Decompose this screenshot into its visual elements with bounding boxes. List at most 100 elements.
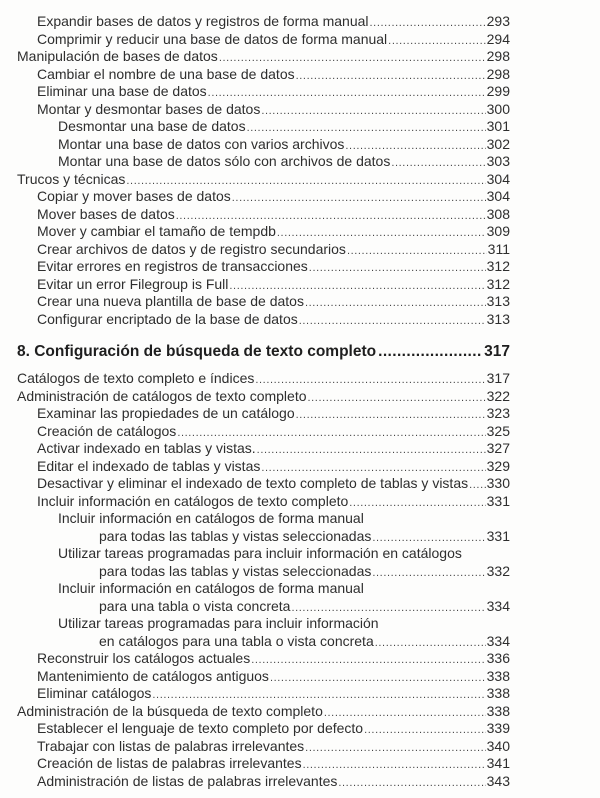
entry-page-number: 323	[486, 405, 510, 421]
chapter-heading[interactable]: 8. Configuración de búsqueda de texto co…	[0, 341, 600, 363]
entry-title: Crear archivos de datos y de registro se…	[37, 240, 346, 257]
entry-title: Manipulación de bases de datos	[17, 48, 218, 64]
toc-entry-continuation[interactable]: en catálogos para una tabla o vista conc…	[0, 633, 600, 651]
entry-page-number: 294	[486, 30, 510, 47]
toc-entry[interactable]: Desactivar y eliminar el indexado de tex…	[0, 475, 600, 493]
toc-entry[interactable]: Evitar errores en registros de transacci…	[0, 258, 600, 276]
entry-title: Cambiar el nombre de una base de datos	[37, 65, 295, 82]
toc-entry[interactable]: Utilizar tareas programadas para incluir…	[0, 615, 600, 633]
entry-page-number: 336	[486, 650, 510, 666]
entry-page-number: 312	[486, 275, 510, 292]
entry-page-number: 341	[486, 755, 510, 771]
toc-entry[interactable]: Crear una nueva plantilla de base de dat…	[0, 293, 600, 311]
entry-title: Trucos y técnicas	[17, 170, 126, 187]
entry-page-number: 338	[486, 685, 510, 701]
dot-leader	[338, 775, 485, 793]
chapter-title: 8. Configuración de búsqueda de texto co…	[17, 343, 377, 360]
entry-title: Eliminar catálogos	[37, 685, 152, 701]
entry-title-continuation: para una tabla o vista concreta	[99, 597, 291, 614]
toc-entry-continuation[interactable]: para una tabla o vista concreta 334	[0, 598, 600, 616]
toc-entry[interactable]: Creación de listas de palabras irrelevan…	[0, 755, 600, 773]
toc-entry[interactable]: Expandir bases de datos y registros de f…	[0, 13, 600, 31]
entry-title: Creación de listas de palabras irrelevan…	[37, 755, 302, 771]
entry-page-number: 332	[486, 562, 510, 579]
toc-entry[interactable]: Administración de listas de palabras irr…	[0, 773, 600, 791]
toc-entry[interactable]: Eliminar catálogos 338	[0, 685, 600, 703]
toc-entry[interactable]: Administración de la búsqueda de texto c…	[0, 703, 600, 721]
toc-entry[interactable]: Cambiar el nombre de una base de datos 29…	[0, 66, 600, 84]
entry-title: Incluir información en catálogos de text…	[37, 492, 349, 509]
toc-entry[interactable]: Mover y cambiar el tamaño de tempdb 309	[0, 223, 600, 241]
toc-entry[interactable]: Activar indexado en tablas y vistas. 327	[0, 440, 600, 458]
toc-section-previous: Expandir bases de datos y registros de f…	[0, 13, 600, 328]
toc-entry[interactable]: Mantenimiento de catálogos antiguos 338	[0, 668, 600, 686]
entry-page-number: 331	[486, 527, 510, 544]
toc-entry[interactable]: Crear archivos de datos y de registro se…	[0, 241, 600, 259]
toc-entry[interactable]: Incluir información en catálogos de form…	[0, 510, 600, 528]
toc-entry[interactable]: Incluir información en catálogos de form…	[0, 580, 600, 598]
entry-title: Evitar errores en registros de transacci…	[37, 258, 308, 274]
chapter-page-number: 317	[484, 343, 510, 360]
entry-title: Reconstruir los catálogos actuales	[37, 650, 251, 666]
entry-title: Administración de catálogos de texto com…	[17, 387, 307, 404]
entry-title: Desmontar una base de datos	[58, 118, 246, 134]
toc-entry[interactable]: Configurar encriptado de la base de dato…	[0, 311, 600, 329]
entry-page-number: 298	[486, 65, 510, 82]
dot-leader	[378, 341, 482, 363]
toc-entry[interactable]: Utilizar tareas programadas para incluir…	[0, 545, 600, 563]
entry-title: Incluir información en catálogos de form…	[58, 580, 364, 596]
entry-page-number: 299	[486, 83, 510, 99]
entry-page-number: 325	[486, 422, 510, 439]
entry-page-number: 330	[486, 475, 510, 491]
entry-title: Administración de listas de palabras irr…	[37, 772, 338, 789]
toc-entry[interactable]: Montar una base de datos sólo con archiv…	[0, 153, 600, 171]
entry-page-number: 313	[486, 310, 510, 327]
toc-entry[interactable]: Montar una base de datos con varios arch…	[0, 136, 600, 154]
entry-page-number: 311	[487, 240, 510, 257]
toc-entry[interactable]: Reconstruir los catálogos actuales 336	[0, 650, 600, 668]
toc-entry[interactable]: Comprimir y reducir una base de datos de…	[0, 31, 600, 49]
entry-title: Examinar las propiedades de un catálogo	[37, 405, 295, 421]
entry-title-continuation: para todas las tablas y vistas seleccion…	[99, 562, 372, 579]
toc-entry[interactable]: Establecer el lenguaje de texto completo…	[0, 720, 600, 738]
entry-title: Incluir información en catálogos de form…	[58, 510, 364, 526]
toc-entry[interactable]: Incluir información en catálogos de text…	[0, 493, 600, 511]
toc-chapter-entries: Catálogos de texto completo e índices 317…	[0, 370, 600, 790]
entry-page-number: 334	[486, 632, 510, 649]
entry-page-number: 329	[486, 457, 510, 474]
entry-title: Montar y desmontar bases de datos	[37, 100, 261, 117]
entry-title: Comprimir y reducir una base de datos de…	[37, 30, 388, 47]
entry-page-number: 302	[486, 135, 510, 152]
entry-title: Expandir bases de datos y registros de f…	[37, 13, 369, 29]
toc-entry[interactable]: Desmontar una base de datos 301	[0, 118, 600, 136]
toc-entry[interactable]: Creación de catálogos 325	[0, 423, 600, 441]
toc-entry-continuation[interactable]: para todas las tablas y vistas seleccion…	[0, 563, 600, 581]
toc-entry[interactable]: Montar y desmontar bases de datos 300	[0, 101, 600, 119]
entry-title: Mantenimiento de catálogos antiguos	[37, 667, 269, 684]
entry-title: Trabajar con listas de palabras irreleva…	[37, 737, 305, 754]
entry-title: Creación de catálogos	[37, 422, 177, 439]
toc-entry[interactable]: Eliminar una base de datos 299	[0, 83, 600, 101]
entry-title: Activar indexado en tablas y vistas.	[37, 440, 256, 456]
toc-entry[interactable]: Trucos y técnicas 304	[0, 171, 600, 189]
entry-page-number: 331	[486, 492, 510, 509]
toc-entry[interactable]: Evitar un error Filegroup is Full 312	[0, 276, 600, 294]
toc-entry-continuation[interactable]: para todas las tablas y vistas seleccion…	[0, 528, 600, 546]
toc-entry[interactable]: Trabajar con listas de palabras irreleva…	[0, 738, 600, 756]
entry-title: Copiar y mover bases de datos	[37, 188, 231, 204]
toc-entry[interactable]: Examinar las propiedades de un catálogo 3…	[0, 405, 600, 423]
toc-entry[interactable]: Editar el indexado de tablas y vistas 329	[0, 458, 600, 476]
toc-entry[interactable]: Catálogos de texto completo e índices 317	[0, 370, 600, 388]
toc-entry[interactable]: Manipulación de bases de datos 298	[0, 48, 600, 66]
entry-page-number: 303	[486, 153, 510, 169]
entry-page-number: 317	[486, 370, 510, 386]
toc-entry[interactable]: Mover bases de datos 308	[0, 206, 600, 224]
entry-page-number: 338	[486, 702, 510, 719]
entry-page-number: 312	[486, 258, 510, 274]
entry-title: Establecer el lenguaje de texto completo…	[37, 720, 364, 736]
toc-entry[interactable]: Administración de catálogos de texto com…	[0, 388, 600, 406]
toc-entry[interactable]: Copiar y mover bases de datos 304	[0, 188, 600, 206]
entry-title: Evitar un error Filegroup is Full	[37, 275, 229, 292]
entry-title-continuation: en catálogos para una tabla o vista conc…	[99, 632, 374, 649]
entry-page-number: 309	[486, 223, 510, 239]
